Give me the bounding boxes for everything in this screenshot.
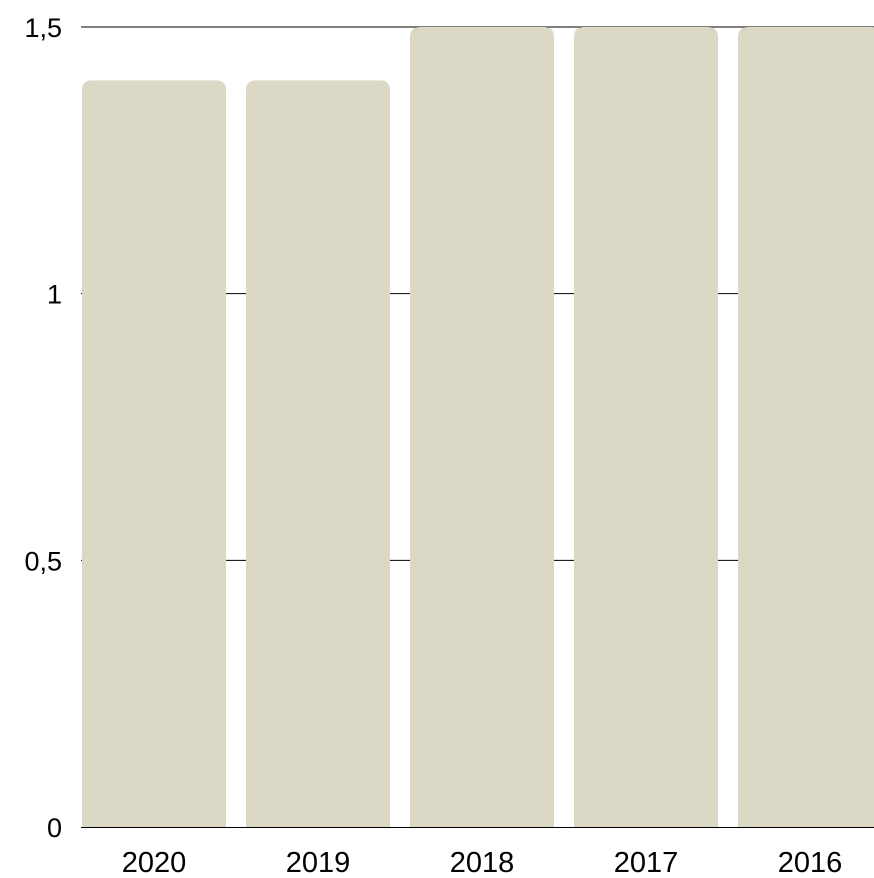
bar-2017 bbox=[574, 27, 718, 827]
x-category-label: 2019 bbox=[286, 847, 351, 878]
bar-2020 bbox=[82, 80, 226, 828]
y-tick-label: 0 bbox=[47, 813, 62, 843]
bars bbox=[82, 27, 874, 828]
y-tick-label: 1 bbox=[47, 280, 62, 310]
x-category-label: 2020 bbox=[122, 847, 187, 878]
bar-2018 bbox=[410, 27, 554, 827]
bar-2019 bbox=[246, 80, 390, 828]
x-category-labels: 2020 2019 2018 2017 2016 bbox=[122, 847, 843, 878]
x-category-label: 2016 bbox=[778, 847, 843, 878]
y-tick-labels: 0 0,5 1 1,5 bbox=[24, 13, 62, 843]
x-category-label: 2018 bbox=[450, 847, 515, 878]
y-tick-label: 1,5 bbox=[24, 13, 62, 43]
bar-2016 bbox=[738, 27, 874, 827]
x-category-label: 2017 bbox=[614, 847, 679, 878]
y-tick-label: 0,5 bbox=[24, 546, 62, 576]
